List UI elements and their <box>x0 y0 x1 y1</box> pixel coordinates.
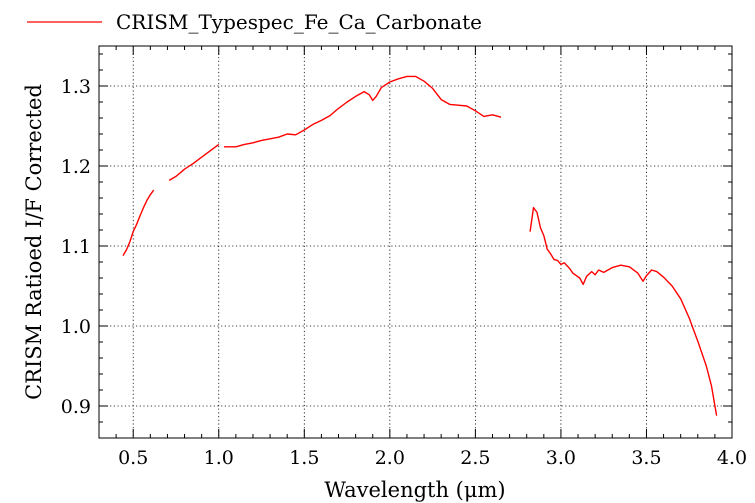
axis-ticks <box>99 46 733 438</box>
x-tick-label: 3.0 <box>546 447 576 469</box>
spectrum-line-segment <box>223 75 502 148</box>
spectrum-line-segment <box>529 206 718 416</box>
spectrum-line-segment <box>122 189 155 256</box>
x-tick-label: 3.5 <box>631 447 661 469</box>
y-tick-label: 1.1 <box>61 236 91 258</box>
x-tick-label: 0.5 <box>118 447 148 469</box>
series-group <box>122 75 718 416</box>
y-tick-label: 1.0 <box>61 316 91 338</box>
spectrum-line-segment <box>168 143 220 182</box>
x-tick-label: 4.0 <box>717 447 747 469</box>
y-axis-label: CRISM Ratioed I/F Corrected <box>22 84 46 400</box>
legend-label: CRISM_Typespec_Fe_Ca_Carbonate <box>116 10 482 34</box>
x-tick-label: 1.0 <box>204 447 234 469</box>
x-tick-label: 1.5 <box>289 447 319 469</box>
y-tick-label: 0.9 <box>61 396 91 418</box>
y-tick-label: 1.2 <box>61 156 91 178</box>
x-tick-labels: 0.5 1.0 1.5 2.0 2.5 3.0 3.5 4.0 <box>118 447 747 469</box>
x-axis-label: Wavelength (μm) <box>324 478 505 502</box>
grid-lines <box>99 46 732 438</box>
legend: CRISM_Typespec_Fe_Ca_Carbonate <box>27 10 482 34</box>
x-tick-label: 2.0 <box>375 447 405 469</box>
y-tick-labels: 0.9 1.0 1.1 1.2 1.3 <box>61 76 91 418</box>
y-tick-label: 1.3 <box>61 76 91 98</box>
x-tick-label: 2.5 <box>460 447 490 469</box>
plot-frame <box>98 45 733 439</box>
